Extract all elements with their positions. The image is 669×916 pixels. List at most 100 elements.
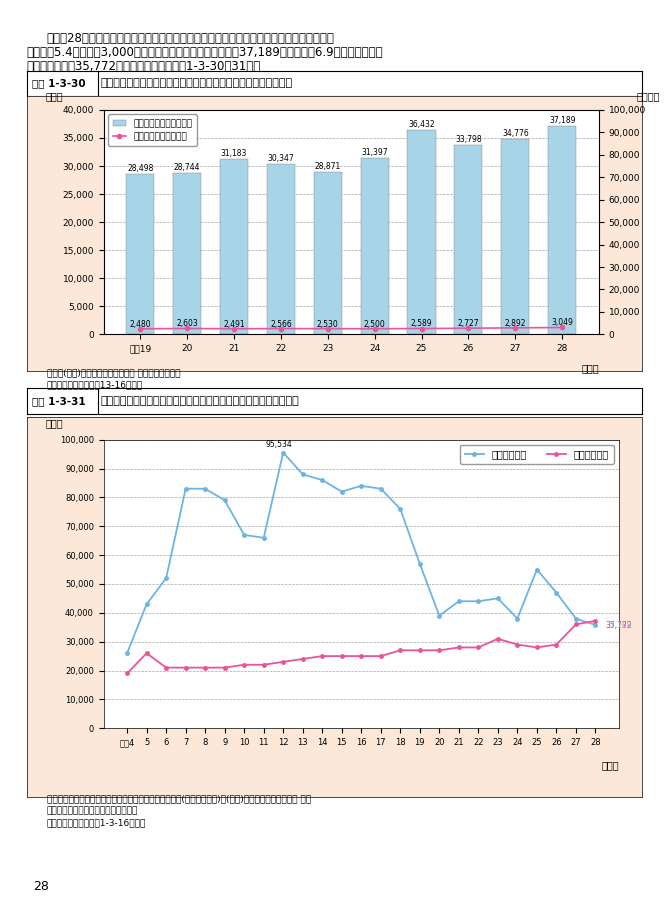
Text: 2,566: 2,566 [270, 320, 292, 329]
中古成約戸数 [142, 648, 151, 659]
中古成約戸数 [279, 657, 287, 668]
Text: 2,480: 2,480 [129, 320, 151, 329]
新規発売戸数 [436, 610, 444, 621]
Legend: 新規発売戸数, 中古成約戸数: 新規発売戸数, 中古成約戸数 [460, 444, 614, 464]
中古成約戸数 [474, 642, 482, 653]
Text: 34,776: 34,776 [502, 129, 529, 138]
新規発売戸数 [553, 587, 561, 598]
中古成約戸数 [123, 668, 131, 679]
Text: 2,603: 2,603 [176, 320, 198, 329]
中古成約戸数 [357, 650, 365, 661]
Text: （前年比5.4％増）、3,000万円を超えた。また、成約戸数は37,189戸（前年比6.9％増）となり、: （前年比5.4％増）、3,000万円を超えた。また、成約戸数は37,189戸（前… [27, 46, 383, 59]
Text: 2,589: 2,589 [411, 320, 432, 329]
新規発売戸数 [318, 474, 326, 485]
新規発売戸数 [533, 564, 541, 575]
中古成約戸数 [436, 645, 444, 656]
Text: 36,432: 36,432 [408, 120, 435, 129]
中古成約戸数 [533, 642, 541, 653]
Text: （年）: （年） [581, 364, 599, 374]
Text: 新規販売戸数（35,772戸）を上回った（図表1-3-30、31）。: 新規販売戸数（35,772戸）を上回った（図表1-3-30、31）。 [27, 60, 261, 72]
新規発売戸数 [162, 572, 170, 583]
新規発売戸数 [572, 613, 580, 624]
新規発売戸数 [513, 613, 521, 624]
Text: 2,491: 2,491 [223, 320, 245, 329]
新規発売戸数 [357, 480, 365, 491]
Text: 30,347: 30,347 [268, 154, 294, 163]
Text: 注：首都圏は、図表13-16に同じ: 注：首都圏は、図表13-16に同じ [47, 380, 143, 389]
Text: （戸）: （戸） [45, 91, 63, 101]
新規発売戸数 [123, 648, 131, 659]
Bar [361, 158, 389, 334]
新規発売戸数 [455, 595, 463, 606]
新規発売戸数 [494, 593, 502, 604]
新規発売戸数 [299, 469, 307, 480]
Text: 2,500: 2,500 [364, 320, 385, 329]
Text: 資料：㈱不動産経済研究所「全国マンション市場動向」(新規発売戸数)、(公財)東日本不動産流通機構 公表: 資料：㈱不動産経済研究所「全国マンション市場動向」(新規発売戸数)、(公財)東日… [47, 794, 311, 803]
新規発売戸数 [416, 558, 424, 569]
中古成約戸数 [513, 639, 521, 650]
Text: （年）: （年） [601, 760, 619, 770]
Line: 新規発売戸数: 新規発売戸数 [125, 451, 597, 655]
中古成約戸数 [182, 662, 190, 673]
中古成約戸数 [221, 662, 229, 673]
Text: 95,534: 95,534 [266, 441, 292, 450]
Text: 首都圏におけるマンションの新規発売戸数及び中古成約戸数の推移: 首都圏におけるマンションの新規発売戸数及び中古成約戸数の推移 [100, 397, 299, 406]
Bar [267, 164, 295, 334]
中古成約戸数 [572, 619, 580, 630]
Text: 平成28年の中古マンション市場については、首都圏では成約平均価格は引き続き上昇し: 平成28年の中古マンション市場については、首都圏では成約平均価格は引き続き上昇し [47, 32, 334, 45]
中古成約戸数 [318, 650, 326, 661]
中古成約戸数 [338, 650, 346, 661]
Text: 28,498: 28,498 [127, 164, 153, 173]
Text: 注：首都圏は、図表1-3-16に同じ: 注：首都圏は、図表1-3-16に同じ [47, 818, 147, 827]
中古成約戸数 [377, 650, 385, 661]
新規発売戸数 [182, 484, 190, 495]
Text: 37,189: 37,189 [605, 620, 632, 629]
中古成約戸数 [260, 660, 268, 671]
Text: 31,397: 31,397 [361, 148, 388, 157]
Bar [407, 130, 436, 334]
中古成約戸数 [455, 642, 463, 653]
Text: 資料：(公財)東日本不動産流通機構 公表資料より作成: 資料：(公財)東日本不動産流通機構 公表資料より作成 [47, 368, 181, 377]
Bar [548, 125, 576, 334]
Text: 首都圏における中古マンション成約戸数及び成約平均価格の推移: 首都圏における中古マンション成約戸数及び成約平均価格の推移 [100, 79, 293, 88]
新規発売戸数 [338, 486, 346, 497]
中古成約戸数 [240, 660, 248, 671]
Bar [454, 145, 482, 334]
Bar [173, 173, 201, 334]
Text: 28,871: 28,871 [314, 162, 341, 171]
Text: 35,772: 35,772 [605, 621, 632, 629]
Text: 2,727: 2,727 [458, 319, 479, 328]
中古成約戸数 [201, 662, 209, 673]
Text: 37,189: 37,189 [549, 115, 575, 125]
Text: 28,744: 28,744 [174, 163, 201, 172]
中古成約戸数 [299, 653, 307, 664]
Text: 28: 28 [33, 880, 50, 893]
Bar [501, 139, 529, 334]
Text: 31,183: 31,183 [221, 149, 248, 158]
Line: 中古成約戸数: 中古成約戸数 [125, 619, 597, 675]
Bar [220, 159, 248, 334]
新規発売戸数 [142, 599, 151, 610]
新規発売戸数 [201, 484, 209, 495]
中古成約戸数 [591, 616, 599, 627]
Legend: 中古マンション成約件数, 成約平均価格（右軸）: 中古マンション成約件数, 成約平均価格（右軸） [108, 114, 197, 146]
Text: 2,530: 2,530 [317, 320, 339, 329]
中古成約戸数 [162, 662, 170, 673]
Text: 2,892: 2,892 [504, 319, 526, 328]
Text: 33,798: 33,798 [455, 135, 482, 144]
Text: 資料（中古成約戸数）より作成: 資料（中古成約戸数）より作成 [47, 806, 138, 815]
新規発売戸数 [377, 484, 385, 495]
新規発売戸数 [396, 504, 404, 515]
Text: （戸）: （戸） [46, 418, 64, 428]
Text: 図表 1-3-31: 図表 1-3-31 [31, 397, 86, 406]
新規発売戸数 [260, 532, 268, 543]
中古成約戸数 [494, 633, 502, 644]
中古成約戸数 [553, 639, 561, 650]
新規発売戸数 [221, 495, 229, 506]
Bar [314, 172, 342, 334]
新規発売戸数 [240, 529, 248, 540]
新規発売戸数 [474, 595, 482, 606]
Text: 図表 1-3-30: 図表 1-3-30 [31, 79, 86, 88]
Bar [126, 174, 155, 334]
Text: 3,049: 3,049 [551, 319, 573, 327]
